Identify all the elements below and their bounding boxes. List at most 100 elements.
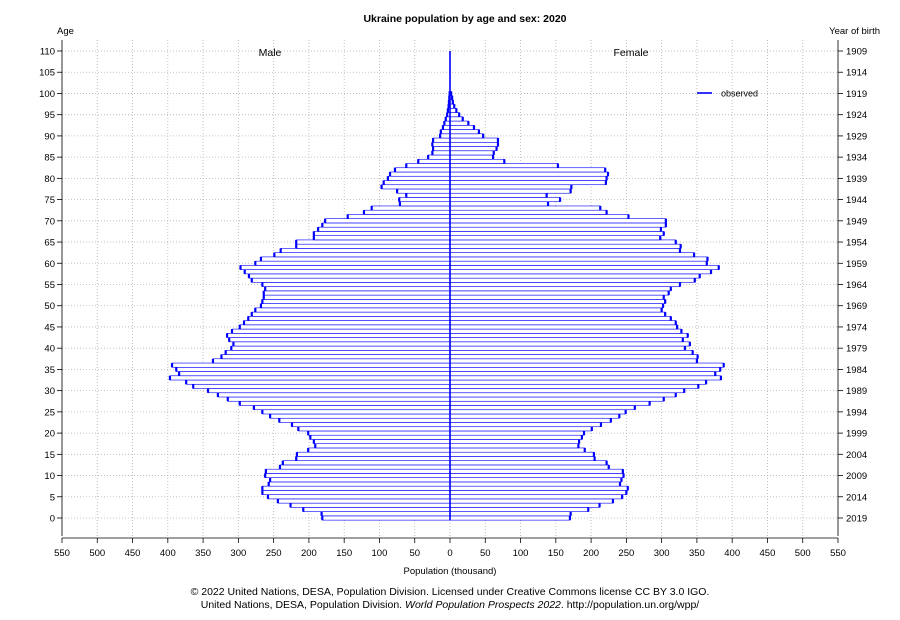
y-tick-label-year-1939: 1939 <box>846 174 867 185</box>
female-bar-age-11 <box>449 468 624 474</box>
female-bar-age-10 <box>449 473 624 478</box>
male-bar-age-53 <box>263 290 451 296</box>
male-bar-age-6 <box>262 490 451 495</box>
x-tick-label-right-350: 350 <box>689 548 705 559</box>
female-bar-age-42 <box>449 337 684 343</box>
female-bar-age-39 <box>449 350 693 355</box>
male-bar-age-37 <box>212 358 451 364</box>
male-bar-age-40 <box>231 345 451 351</box>
female-bar-age-86 <box>449 150 495 156</box>
y-tick-label-age-45: 45 <box>44 322 55 333</box>
y-tick-label-year-2014: 2014 <box>846 492 867 503</box>
female-bar-age-93 <box>449 120 469 126</box>
source-title: World Population Prospects 2022 <box>405 599 561 611</box>
female-bar-age-76 <box>449 192 547 198</box>
female-bar-age-16 <box>449 447 586 453</box>
x-tick-label-center-0: 0 <box>447 548 452 559</box>
female-bar-age-71 <box>449 214 629 219</box>
female-bar-age-79 <box>449 180 607 186</box>
female-bar-age-13 <box>449 460 607 466</box>
female-bar-age-89 <box>449 137 499 143</box>
male-bar-age-85 <box>427 154 451 160</box>
y-tick-label-year-1924: 1924 <box>846 110 867 121</box>
x-tick-label-right-250: 250 <box>618 548 634 559</box>
chart-title: Ukraine population by age and sex: 2020 <box>363 13 566 25</box>
copyright-line: © 2022 United Nations, DESA, Population … <box>191 586 710 598</box>
x-tick-label-left-450: 450 <box>125 548 141 559</box>
male-bar-age-16 <box>307 447 451 453</box>
male-bar-age-17 <box>314 443 451 449</box>
female-bar-age-48 <box>449 311 666 317</box>
female-bar-age-90 <box>449 133 484 139</box>
female-bar-age-72 <box>449 209 607 215</box>
male-bar-age-4 <box>277 498 451 504</box>
male-bar-age-30 <box>207 388 451 394</box>
x-tick-label-left-500: 500 <box>89 548 105 559</box>
female-bar-age-62 <box>449 252 695 258</box>
y-tick-label-year-1944: 1944 <box>846 195 867 206</box>
male-bar-age-75 <box>398 197 451 203</box>
y-tick-label-year-2019: 2019 <box>846 514 867 525</box>
female-bar-age-41 <box>449 341 691 347</box>
x-tick-label-left-400: 400 <box>160 548 176 559</box>
y-tick-label-age-80: 80 <box>44 174 55 185</box>
male-bar-age-11 <box>265 468 451 474</box>
female-bar-age-87 <box>449 146 497 152</box>
y-tick-label-year-2004: 2004 <box>846 450 867 461</box>
female-bar-age-85 <box>449 154 494 160</box>
y-tick-label-age-100: 100 <box>39 89 55 100</box>
male-bar-age-25 <box>262 409 451 415</box>
female-bar-age-64 <box>449 243 681 249</box>
y-tick-label-age-10: 10 <box>44 471 55 482</box>
female-bar-age-28 <box>449 396 665 402</box>
male-bar-age-51 <box>262 299 451 304</box>
male-bar-age-22 <box>291 422 451 428</box>
male-bar-age-14 <box>295 456 451 461</box>
y-tick-label-age-15: 15 <box>44 450 55 461</box>
y-tick-label-age-35: 35 <box>44 365 55 376</box>
male-bar-age-5 <box>267 494 451 500</box>
female-bar-age-37 <box>449 358 698 364</box>
x-tick-label-left-300: 300 <box>230 548 246 559</box>
male-bar-age-9 <box>269 477 451 483</box>
male-bar-age-55 <box>262 282 451 287</box>
y-tick-label-year-1929: 1929 <box>846 131 867 142</box>
female-bar-age-43 <box>449 333 689 338</box>
female-bar-age-25 <box>449 409 626 415</box>
male-bar-age-57 <box>248 273 451 279</box>
male-bar-age-63 <box>280 248 451 253</box>
male-bar-age-80 <box>387 175 451 181</box>
y-tick-label-age-5: 5 <box>50 492 55 503</box>
female-bar-age-95 <box>449 112 460 118</box>
female-bar-age-67 <box>449 231 665 236</box>
y-tick-label-year-1949: 1949 <box>846 216 867 227</box>
y-tick-label-age-65: 65 <box>44 238 55 249</box>
y-tick-label-year-1999: 1999 <box>846 429 867 440</box>
x-tick-label-right-100: 100 <box>513 548 529 559</box>
male-bar-age-2 <box>302 507 451 512</box>
female-bar-age-7 <box>449 485 629 491</box>
female-bar-age-18 <box>449 439 580 445</box>
female-bar-age-12 <box>449 464 610 470</box>
male-bar-age-62 <box>274 252 451 258</box>
female-bar-age-50 <box>449 303 664 309</box>
female-bar-age-38 <box>449 354 698 360</box>
male-bar-age-48 <box>251 311 451 317</box>
female-bar-age-8 <box>449 481 621 487</box>
male-bar-age-76 <box>405 192 451 198</box>
male-bar-age-64 <box>295 243 451 249</box>
female-bar-age-88 <box>449 141 499 147</box>
female-bar-age-55 <box>449 282 681 287</box>
male-bar-age-54 <box>264 286 451 292</box>
male-bar-age-71 <box>347 214 451 219</box>
female-bar-age-59 <box>449 265 720 270</box>
female-bar-age-27 <box>449 400 650 406</box>
female-bar-age-3 <box>449 502 600 508</box>
y-tick-label-age-95: 95 <box>44 110 55 121</box>
male-bar-age-67 <box>313 231 451 236</box>
female-bar-age-26 <box>449 405 636 411</box>
male-bar-age-68 <box>317 226 451 232</box>
x-tick-label-right-450: 450 <box>760 548 776 559</box>
